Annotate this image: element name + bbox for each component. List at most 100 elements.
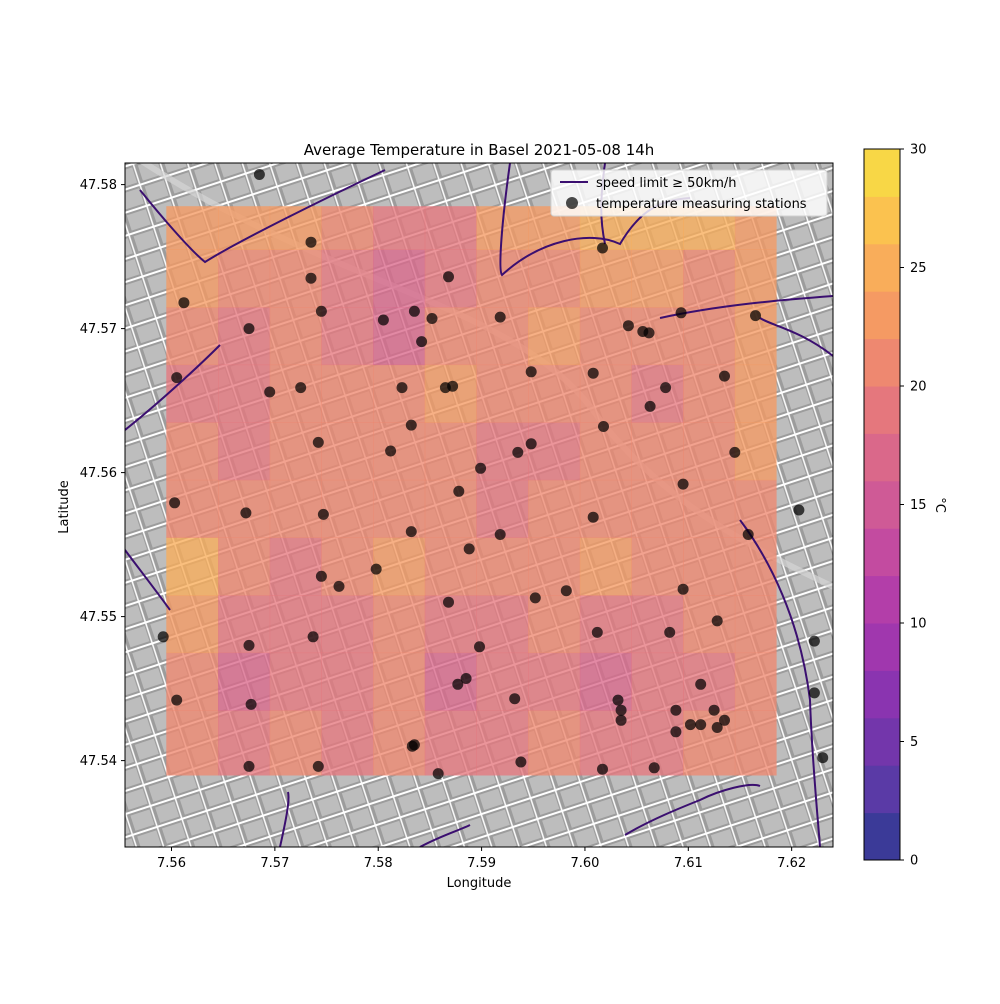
temperature-cell [683,652,736,711]
station-marker [312,436,324,448]
station-marker [587,511,599,523]
station-marker [597,763,608,775]
y-tick-label: 47.55 [80,610,117,625]
temperature-cell [631,249,684,308]
temperature-cell [631,479,684,538]
station-marker [587,367,599,379]
temperature-cell [683,537,736,596]
station-marker [598,421,609,432]
station-marker [253,169,265,180]
temperature-cell [528,364,581,423]
temperature-cell [373,652,426,711]
legend-label-stations: temperature measuring stations [596,197,807,212]
station-marker [719,370,730,382]
colorbar-tick-label: 15 [910,498,927,513]
colorbar-band [864,386,900,434]
temperature-cell [321,206,374,250]
station-marker [695,678,707,690]
station-marker [333,580,345,592]
colorbar-band [864,291,900,340]
temperature-cell [734,249,777,308]
temperature-cell [528,479,581,538]
temperature-cell [424,206,477,250]
temperature-cell [321,479,374,538]
station-marker [525,366,537,378]
station-marker [742,529,754,540]
station-marker [708,704,720,716]
temperature-cell [734,422,777,481]
colorbar-ticks: 0 5 10 15 20 25 30 [900,143,927,869]
station-marker [264,386,276,398]
temperature-cell [734,537,777,596]
station-marker [295,382,307,394]
y-tick-label: 47.57 [80,322,117,337]
x-tick-label: 7.56 [157,856,186,871]
chart-title: Average Temperature in Basel 2021-05-08 … [304,141,655,159]
station-marker [408,739,420,751]
station-marker [808,687,820,699]
station-marker [305,236,317,248]
colorbar-band [864,765,900,814]
temperature-cell [166,595,219,654]
station-marker [243,323,255,335]
y-tick-label: 47.58 [80,178,117,193]
temperature-cell [269,595,322,654]
station-marker [453,485,465,497]
station-marker [405,526,417,538]
temperature-cell [321,422,374,481]
temperature-cell [631,537,684,596]
temperature-cell [166,307,219,366]
temperature-cell [683,479,736,538]
station-marker [675,307,687,319]
speed-limit-road [419,824,471,847]
temperature-cell [734,364,777,423]
station-marker [808,635,820,647]
colorbar-band [864,528,900,577]
colorbar-band [864,243,900,292]
station-marker [615,704,627,716]
temperature-cell [373,364,426,423]
station-marker [171,694,183,706]
station-marker [315,305,327,317]
station-marker [377,314,389,326]
station-marker [307,631,319,643]
temperature-cell [218,249,271,308]
station-marker [817,752,829,764]
station-marker [452,678,464,690]
temperature-cell [476,479,529,538]
temperature-cell [424,364,477,423]
temperature-cell [631,422,684,481]
y-axis-ticks: 47.54 47.55 47.56 47.57 47.58 [80,178,125,769]
temperature-cell [683,307,736,366]
speed-limit-road [125,549,171,611]
colorbar-band [864,717,900,766]
station-marker [171,372,183,384]
station-marker [793,504,805,516]
y-tick-label: 47.56 [80,466,117,481]
y-axis-label: Latitude [57,480,72,534]
colorbar-band [864,480,900,529]
station-marker [416,336,428,348]
temperature-cell [579,479,632,538]
station-marker [475,462,487,474]
colorbar-tick-label: 25 [910,261,927,276]
temperature-cell [373,249,426,308]
station-marker [711,722,723,733]
temperature-cell [734,710,777,776]
temperature-cell [476,595,529,654]
temperature-cell [373,595,426,654]
station-marker [157,631,169,643]
station-marker [305,272,317,284]
station-marker [443,271,454,283]
temperature-cell [579,652,632,711]
station-marker [474,641,485,653]
colorbar-band [864,338,900,387]
temperature-cell [218,206,271,250]
station-marker [312,760,324,772]
temperature-cell [528,537,581,596]
colorbar-tick-label: 10 [910,617,927,632]
station-marker [370,563,382,575]
station-marker [660,382,672,394]
station-marker [443,596,454,608]
station-marker [460,673,472,684]
